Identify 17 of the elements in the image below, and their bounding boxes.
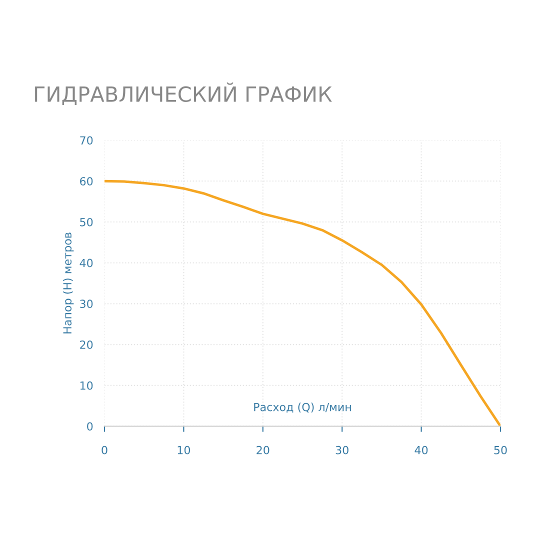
y-axis-title: Напор (H) метров — [62, 232, 74, 334]
y-tick-label: 0 — [87, 422, 93, 431]
y-tick-label: 20 — [80, 340, 93, 349]
chart-title: ГИДРАВЛИЧЕСКИЙ ГРАФИК — [35, 82, 332, 106]
y-tick-label: 70 — [80, 136, 93, 145]
y-tick-label: 50 — [80, 218, 93, 226]
y-tick-label: 40 — [80, 258, 93, 268]
x-axis-title: Расход (Q) л/мин — [254, 402, 351, 413]
y-tick-label: 10 — [80, 381, 93, 390]
x-tick-label: 20 — [256, 446, 270, 454]
x-tick-label: 10 — [178, 446, 190, 454]
y-tick-label: 60 — [80, 177, 93, 186]
x-tick-label: 40 — [414, 446, 428, 454]
x-tick-label: 30 — [336, 446, 348, 454]
x-tick-label: 0 — [102, 446, 108, 454]
x-tick-label: 50 — [494, 446, 507, 454]
y-tick-label: 30 — [80, 300, 93, 308]
